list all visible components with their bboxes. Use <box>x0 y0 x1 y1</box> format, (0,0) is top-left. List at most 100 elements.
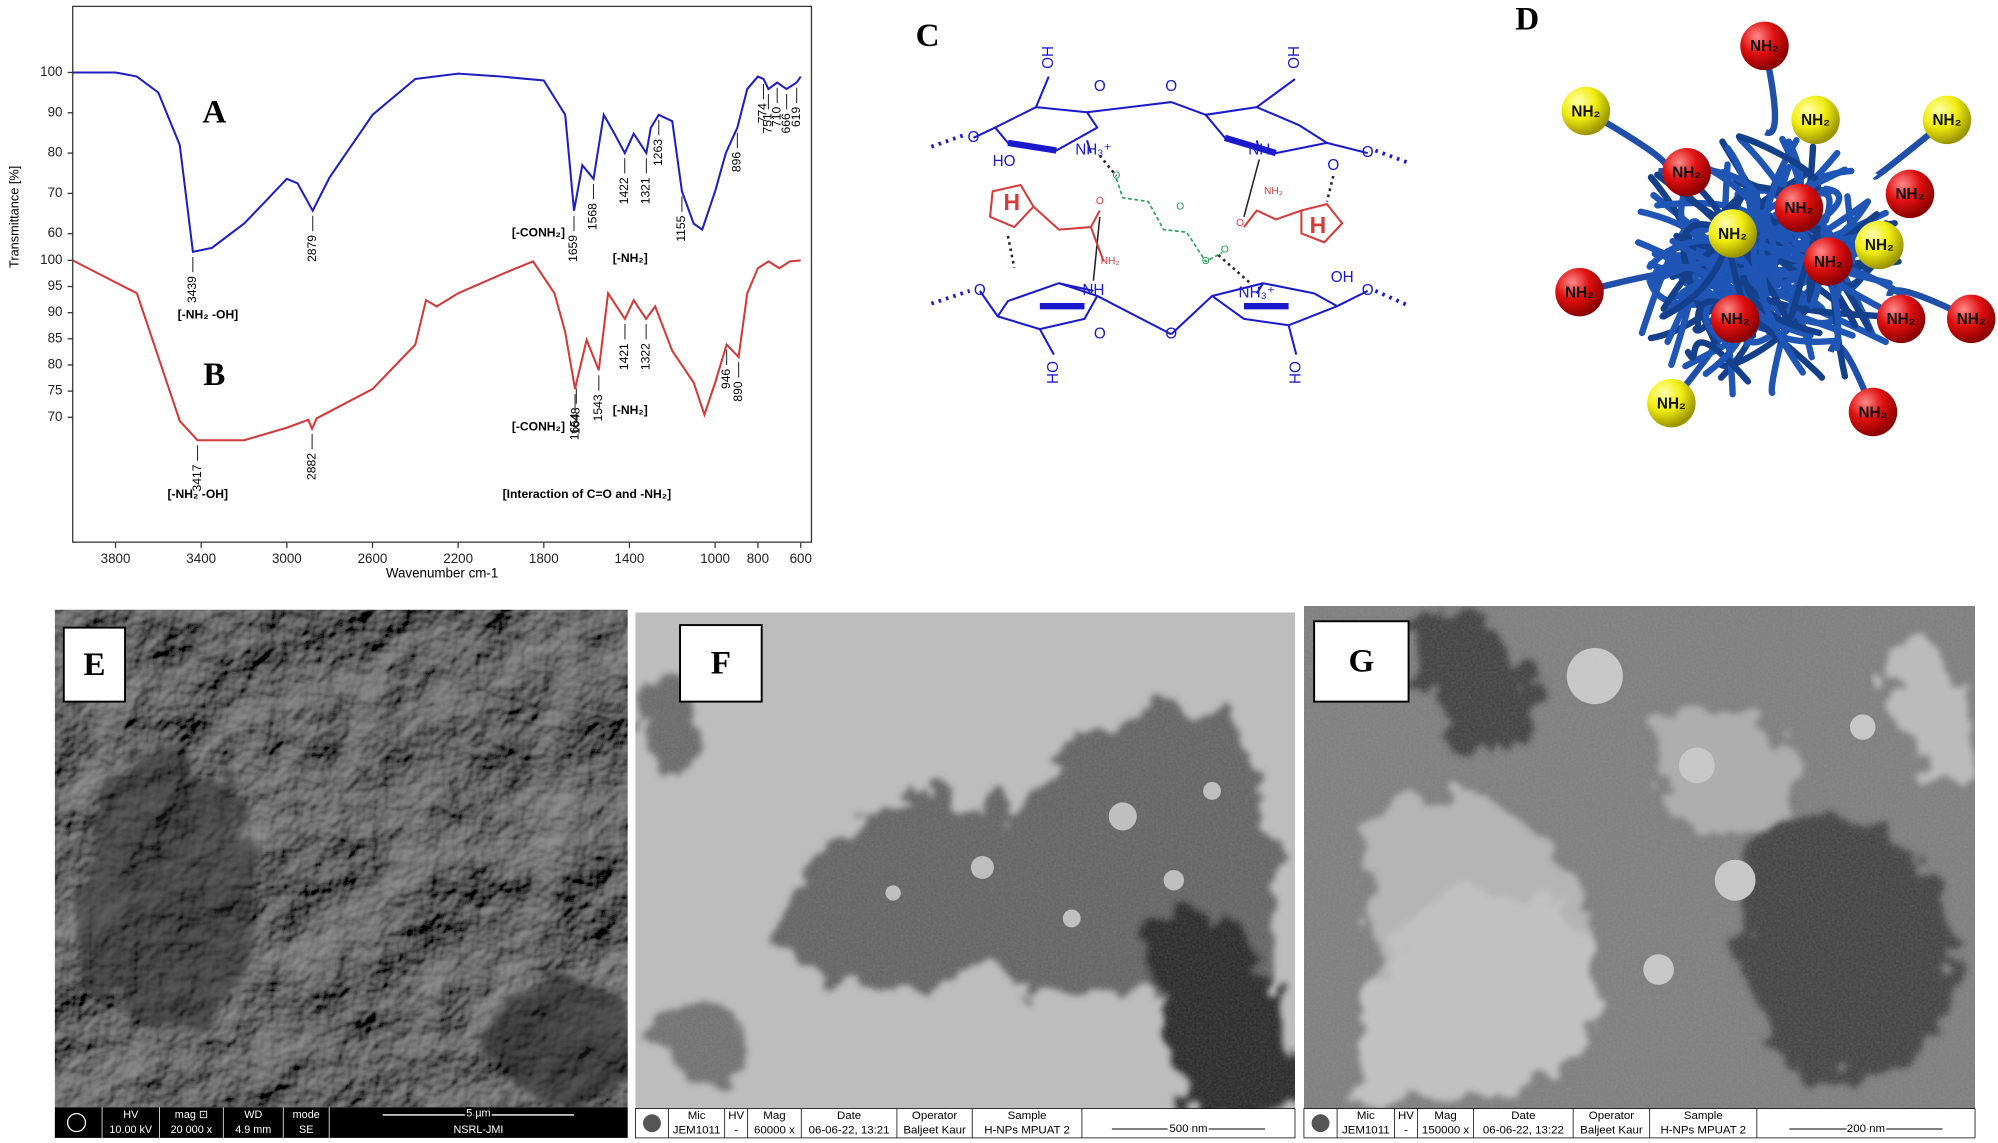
chem-label: NH₂ <box>1101 256 1120 267</box>
info-header: HV <box>728 1110 744 1122</box>
peak-label: 1321 <box>639 177 653 204</box>
amine-label: NH₂ <box>1785 200 1814 217</box>
amine-ball <box>1555 267 1604 317</box>
chem-label: O <box>1362 282 1374 299</box>
amine-label: NH₂ <box>1957 311 1986 328</box>
chem-label: H <box>1003 189 1020 215</box>
info-value: 4.9 mm <box>235 1124 271 1136</box>
info-value: 60000 x <box>754 1124 795 1136</box>
tem-image-f <box>635 612 1295 1110</box>
panel-letter: E <box>83 646 105 683</box>
logo <box>1311 1114 1330 1133</box>
chem-label: OH <box>1040 46 1057 69</box>
info-value: JEM1011 <box>673 1124 721 1136</box>
polymer-strand <box>1758 166 1788 297</box>
amine-ball <box>1561 86 1611 136</box>
y-tick-label: 100 <box>40 64 62 79</box>
chem-label: O <box>1176 201 1184 212</box>
amine-ball <box>1876 294 1926 344</box>
amine-label: NH₂ <box>1750 38 1779 55</box>
chem-label: HO <box>1045 361 1062 384</box>
panel-letter: C <box>916 17 940 54</box>
chem-label: HO <box>1287 361 1304 384</box>
amine-label: NH₂ <box>1814 254 1843 271</box>
peak-label: 619 <box>789 107 803 127</box>
peak-label: 3417 <box>190 464 204 491</box>
chem-label: O <box>968 129 980 146</box>
peak-label: 3439 <box>185 276 199 303</box>
x-tick-label: 800 <box>747 551 769 566</box>
info-value: SE <box>299 1124 313 1136</box>
chem-label: NH <box>1082 282 1104 299</box>
y-tick-label: 100 <box>40 252 62 267</box>
chem-label: O <box>1202 256 1210 267</box>
info-value: 20 000 x <box>171 1124 213 1136</box>
info-header: Mag <box>763 1110 785 1122</box>
peak-label: 1568 <box>586 203 600 230</box>
panel-letter-box <box>62 626 126 703</box>
info-value: JEM1011 <box>1342 1124 1390 1136</box>
y-tick-label: 90 <box>48 104 63 119</box>
peak-label: 890 <box>731 381 745 401</box>
chem-label: O <box>1327 157 1339 174</box>
info-header: Operator <box>912 1110 957 1122</box>
peak-label: 896 <box>730 152 744 172</box>
y-tick-label: 80 <box>48 145 63 160</box>
info-header: mag ⊡ <box>175 1109 208 1121</box>
panel-letter-box <box>679 624 763 703</box>
info-value: H-NPs MPUAT 2 <box>1660 1124 1746 1136</box>
x-tick-label: 1400 <box>615 551 645 566</box>
y-tick-label: 70 <box>48 185 63 200</box>
ftir-chart: 100 90 80 70 60 Transmittance [%] 3439 2879 1659… <box>7 64 812 581</box>
info-header: Operator <box>1589 1110 1634 1122</box>
y-tick-label: 60 <box>48 225 63 240</box>
info-value: - <box>1404 1124 1408 1136</box>
amine-ball <box>1848 387 1898 437</box>
chem-label: NH <box>1248 142 1270 159</box>
info-header: Sample <box>1008 1110 1047 1122</box>
scale-label: 200 nm <box>1847 1123 1885 1135</box>
x-axis-label: Wavenumber cm-1 <box>386 566 498 581</box>
x-tick-label: 600 <box>790 551 812 566</box>
y-tick-label: 70 <box>48 409 63 424</box>
panel-letter: B <box>203 356 225 393</box>
amine-ball <box>1774 183 1824 233</box>
chem-label: H <box>1310 212 1327 238</box>
chem-label: OH <box>1286 46 1303 69</box>
annotation: [-CONH₂] <box>512 420 565 434</box>
x-tick-label: 2600 <box>358 551 388 566</box>
info-header: HV <box>123 1109 139 1121</box>
amine-label: NH₂ <box>1721 311 1750 328</box>
x-tick-label: 3800 <box>101 551 131 566</box>
info-value: Baljeet Kaur <box>903 1124 966 1136</box>
peak-label: 946 <box>719 369 733 389</box>
chem-label: O <box>974 282 986 299</box>
chem-label: O <box>1094 325 1106 342</box>
amine-label: NH₂ <box>1859 404 1888 421</box>
chem-label: O <box>1096 196 1104 207</box>
info-value: 150000 x <box>1422 1124 1469 1136</box>
amine-label: NH₂ <box>1801 112 1830 129</box>
info-header: WD <box>244 1109 262 1121</box>
peak-label: 751 <box>761 113 775 133</box>
amine-ball <box>1647 378 1696 428</box>
chem-label: O <box>1236 218 1244 229</box>
peak-label: 1421 <box>617 343 631 370</box>
y-tick-label: 75 <box>48 383 63 398</box>
annotation: [-NH₂ -OH] <box>167 487 228 501</box>
amine-label: NH₂ <box>1565 284 1594 301</box>
info-value: 06-06-22, 13:21 <box>809 1124 890 1136</box>
peak-label: 1155 <box>674 215 688 241</box>
peak-label: 710 <box>769 107 783 127</box>
peak-label: 1543 <box>591 394 605 421</box>
amine-ball <box>1708 209 1757 258</box>
spectrum-line <box>72 71 802 254</box>
x-tick-label: 1800 <box>529 551 559 566</box>
peak-label: 2882 <box>304 453 318 480</box>
annotation: [-NH₂] <box>613 403 648 417</box>
info-value: 06-06-22, 13:22 <box>1483 1124 1564 1136</box>
amine-label: NH₂ <box>1718 226 1747 243</box>
amine-label: NH₂ <box>1887 311 1916 328</box>
info-bar <box>1303 1108 1976 1139</box>
